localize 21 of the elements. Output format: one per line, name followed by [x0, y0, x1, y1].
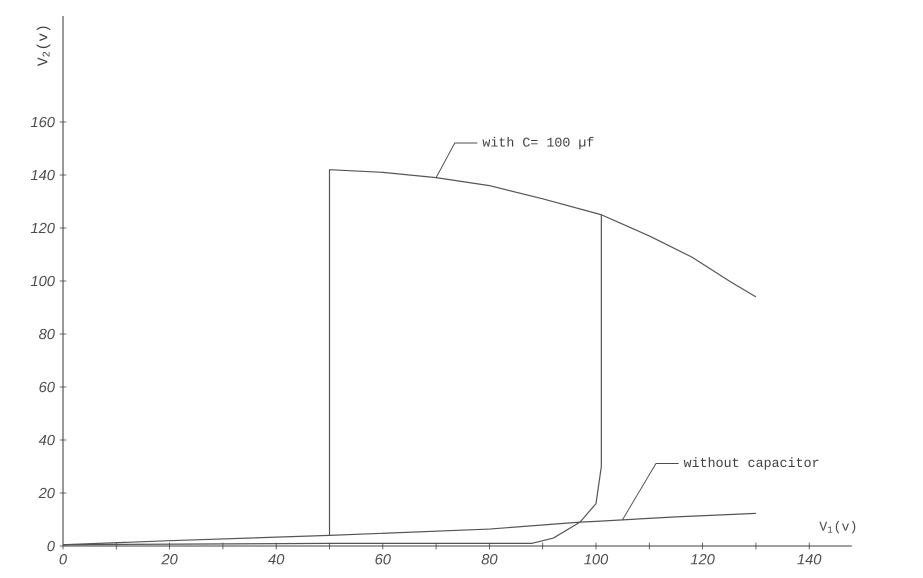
- y-tick-label: 20: [38, 488, 55, 498]
- x-tick-label: 20: [161, 554, 178, 564]
- x-tick-label: 120: [690, 554, 715, 564]
- x-tick-label: 60: [375, 554, 391, 564]
- y-tick-label: 140: [30, 170, 55, 180]
- annotation: with C= 100 µf: [482, 136, 594, 150]
- y-tick-label: 160: [30, 116, 55, 128]
- y-tick-label: 40: [38, 434, 55, 446]
- y-tick-label: 80: [39, 328, 55, 340]
- y-tick-label: 60: [39, 382, 55, 392]
- y-axis-title: V$_{2}$(v): [36, 26, 50, 66]
- annotation: without capacitor: [684, 457, 818, 470]
- x-tick-label: 0: [60, 554, 67, 564]
- y-tick-label: 0: [47, 540, 55, 552]
- x-tick-label: 140: [797, 554, 822, 564]
- x-tick-label: 80: [482, 554, 498, 564]
- x-tick-label: 100: [584, 554, 608, 564]
- y-tick-label: 100: [30, 276, 55, 286]
- x-axis-title: V$_{1}$(v): [819, 520, 856, 534]
- x-tick-label: 40: [268, 554, 284, 564]
- y-tick-label: 120: [30, 222, 55, 234]
